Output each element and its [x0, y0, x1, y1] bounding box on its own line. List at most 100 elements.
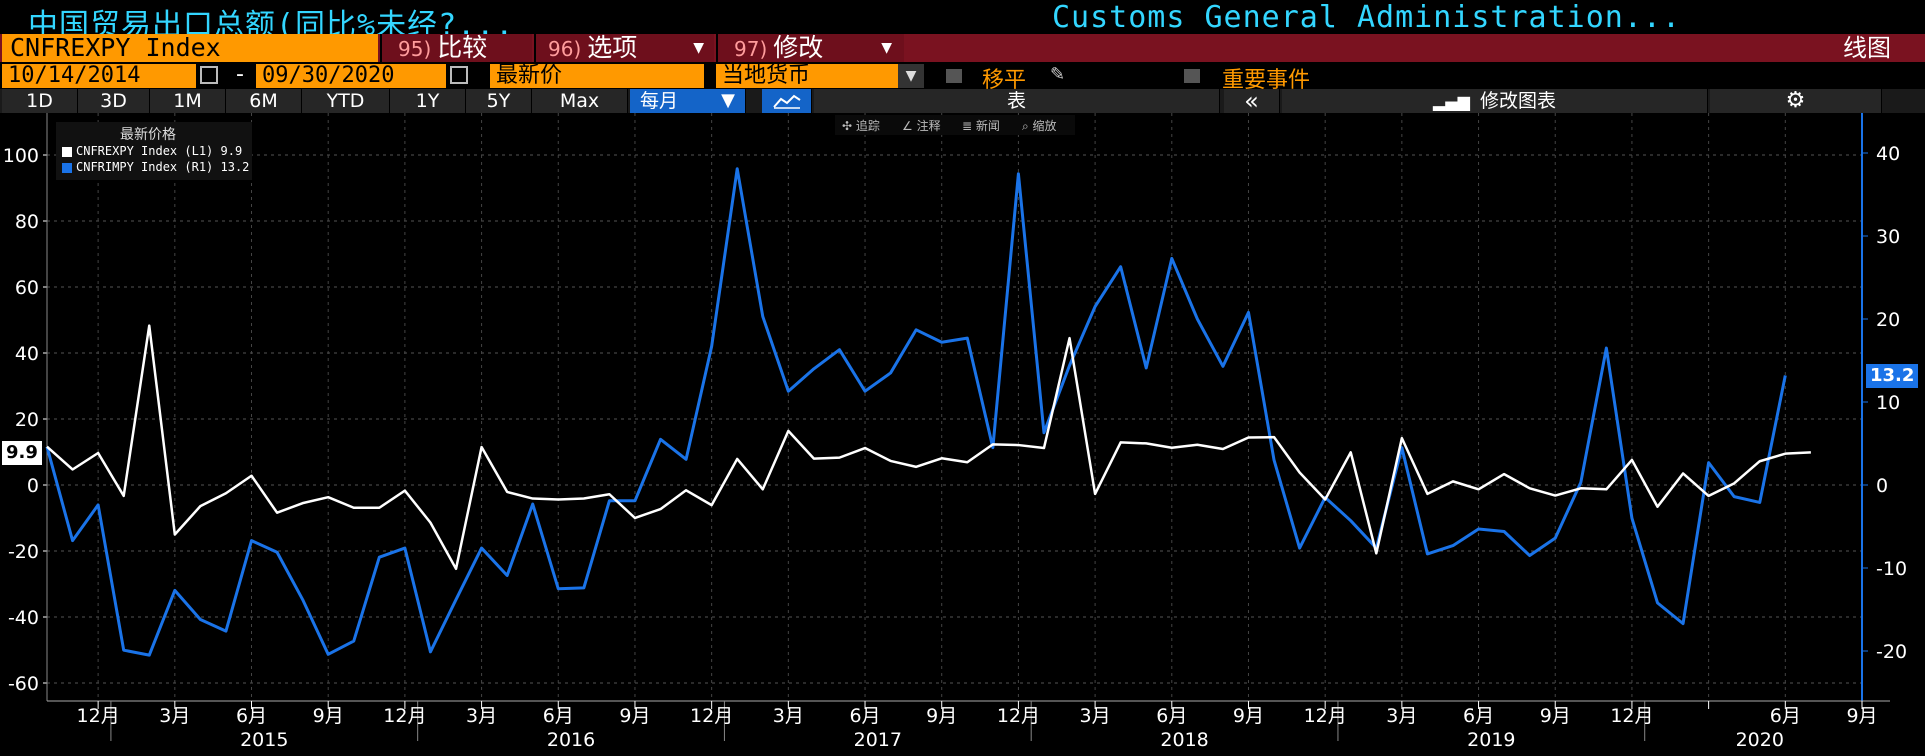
start-date-field[interactable]: 10/14/2014 — [2, 64, 196, 88]
compare-label: 比较 — [437, 33, 488, 62]
period-5y-button[interactable]: 5Y — [466, 89, 532, 113]
pen-icon: ∠ — [902, 119, 917, 133]
period-3d-button[interactable]: 3D — [78, 89, 150, 113]
annotate-label: 注释 — [916, 119, 941, 133]
edit-number: 97) — [734, 37, 768, 61]
series-line-import — [45, 167, 1787, 657]
y-right-tick-label: -20 — [1876, 641, 1907, 663]
period-1y-button[interactable]: 1Y — [390, 89, 466, 113]
y-left-tick-label: 100 — [3, 145, 39, 167]
chart-toolbar — [835, 115, 1075, 135]
frequency-label: 每月 — [640, 90, 679, 112]
period-ytd-button[interactable]: YTD — [302, 89, 390, 113]
currency-field[interactable]: 当地货币 — [716, 64, 898, 88]
year-label: 2017 — [854, 729, 902, 751]
x-tick-label: 12月 — [1610, 705, 1653, 727]
track-tool[interactable]: ✣ 追踪 — [842, 117, 880, 134]
options-dropdown-icon: ▼ — [693, 40, 704, 56]
edit-button[interactable]: 97) 修改 ▼ — [716, 34, 904, 62]
x-tick-label: 9月 — [1846, 705, 1877, 727]
x-tick-label: 6月 — [236, 705, 267, 727]
x-tick-label: 6月 — [1770, 705, 1801, 727]
x-tick-label: 12月 — [383, 705, 426, 727]
events-checkbox[interactable] — [1184, 69, 1200, 83]
y-left-tick-label: 0 — [27, 475, 39, 497]
options-button[interactable]: 96) 选项 ▼ — [534, 34, 714, 62]
legend-import-label: CNFRIMPY Index (R1) 13.2 — [76, 160, 250, 174]
compare-number: 95) — [398, 37, 432, 61]
title-bar — [0, 0, 1925, 34]
calendar-icon[interactable] — [200, 66, 218, 84]
events-label: 重要事件 — [1222, 68, 1311, 93]
ticker-field[interactable]: CNFREXPY Index — [2, 34, 378, 62]
chart-type-label: 线图 — [1843, 34, 1891, 62]
y-right-tick-label: 10 — [1876, 392, 1900, 414]
news-tool[interactable]: ≣ 新闻 — [962, 117, 1000, 134]
year-label: 2019 — [1467, 729, 1515, 751]
period-1d-button[interactable]: 1D — [2, 89, 78, 113]
x-tick-label: 12月 — [77, 705, 120, 727]
crosshair-icon: ✣ — [842, 119, 856, 133]
end-date-field[interactable]: 09/30/2020 — [256, 64, 446, 88]
x-tick-label: 3月 — [466, 705, 497, 727]
period-max-button[interactable]: Max — [532, 89, 628, 113]
y-left-tick-label: 20 — [15, 409, 39, 431]
y-left-tick-label: 60 — [15, 277, 39, 299]
last-value-import: 13.2 — [1866, 364, 1918, 388]
zoom-tool[interactable]: ⌕ 缩放 — [1022, 117, 1057, 134]
gear-icon[interactable]: ⚙ — [1710, 89, 1882, 113]
x-tick-label: 9月 — [619, 705, 650, 727]
period-6m-button[interactable]: 6M — [226, 89, 302, 113]
magnifier-icon: ⌕ — [1022, 119, 1033, 133]
last-value-export: 9.9 — [2, 441, 42, 465]
x-tick-label: 12月 — [690, 705, 733, 727]
x-tick-label: 3月 — [773, 705, 804, 727]
y-right-tick-label: 0 — [1876, 475, 1888, 497]
chevron-down-icon: ▼ — [721, 90, 735, 111]
table-button[interactable]: 表 — [814, 89, 1220, 113]
x-tick-label: 6月 — [1156, 705, 1187, 727]
chevron-down-icon[interactable]: ▼ — [898, 64, 924, 88]
calendar-icon[interactable] — [450, 66, 468, 84]
chart-lines — [45, 167, 1811, 657]
y-right-tick-label: 20 — [1876, 309, 1900, 331]
x-tick-label: 6月 — [849, 705, 880, 727]
series-line-export — [46, 324, 1811, 571]
moving-average-label: 移平 — [982, 68, 1027, 93]
period-1m-button[interactable]: 1M — [150, 89, 226, 113]
x-tick-label: 3月 — [159, 705, 190, 727]
pencil-icon[interactable]: ✎ — [1050, 64, 1066, 85]
year-label: 2020 — [1736, 729, 1784, 751]
date-range-dash: - — [236, 62, 244, 87]
frequency-dropdown[interactable]: 每月 ▼ — [630, 89, 746, 113]
chart-axes — [43, 113, 1890, 741]
y-right-tick-label: 30 — [1876, 226, 1900, 248]
line-chart-icon[interactable] — [762, 89, 812, 113]
edit-chart-button[interactable]: ▂▄▆ 修改图表 — [1282, 89, 1708, 113]
y-left-tick-label: -40 — [8, 607, 39, 629]
legend-item-import[interactable]: CNFRIMPY Index (R1) 13.2 — [62, 160, 249, 174]
moving-average-checkbox[interactable] — [946, 69, 962, 83]
price-type-field[interactable]: 最新价 — [490, 64, 704, 88]
compare-button[interactable]: 95) 比较 — [380, 34, 532, 62]
edit-chart-label: 修改图表 — [1479, 90, 1556, 112]
news-icon: ≣ — [962, 119, 976, 133]
legend-swatch-blue — [62, 162, 72, 173]
track-label: 追踪 — [855, 119, 880, 133]
legend — [56, 122, 252, 180]
collapse-icon[interactable]: « — [1224, 89, 1280, 113]
y-left-tick-label: 40 — [15, 343, 39, 365]
x-tick-label: 9月 — [926, 705, 957, 727]
annotate-tool[interactable]: ∠ 注释 — [902, 117, 941, 134]
source-title: Customs General Administration... — [1052, 0, 1682, 35]
year-label: 2018 — [1160, 729, 1208, 751]
options-number: 96) — [548, 37, 582, 61]
edit-label: 修改 — [773, 33, 824, 62]
x-tick-label: 12月 — [1304, 705, 1347, 727]
legend-export-label: CNFREXPY Index (L1) 9.9 — [76, 144, 243, 158]
legend-item-export[interactable]: CNFREXPY Index (L1) 9.9 — [62, 144, 242, 158]
year-label: 2015 — [240, 729, 288, 751]
year-label: 2016 — [547, 729, 595, 751]
